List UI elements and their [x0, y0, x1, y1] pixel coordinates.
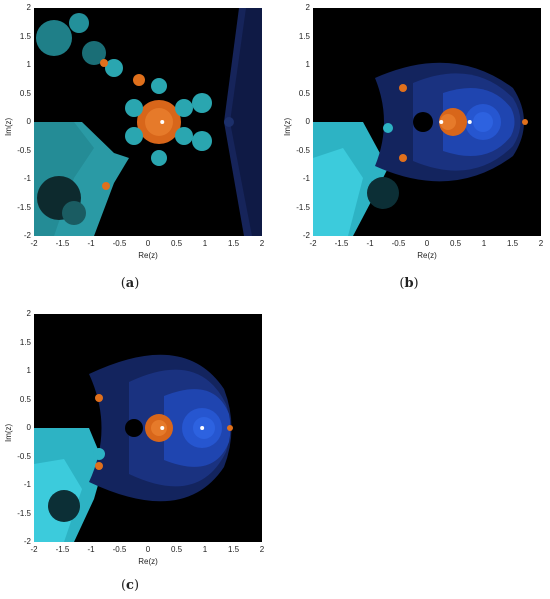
root-marker — [439, 120, 444, 124]
x-tick-label: 2 — [538, 239, 544, 248]
x-tick-label: 1.5 — [227, 239, 240, 248]
x-tick-label: 0 — [145, 545, 151, 554]
y-tick-label: 2 — [26, 3, 31, 12]
root-marker — [467, 120, 472, 124]
y-tick-label: -1 — [23, 174, 31, 183]
y-tick-label: 2 — [26, 309, 31, 318]
x-tick-label: 0.5 — [170, 545, 183, 554]
basin-plot-a — [34, 8, 262, 236]
basin-image-c — [34, 314, 262, 542]
x-tick-label: 0.5 — [170, 239, 183, 248]
x-axis-label-c: Re(z) — [138, 557, 158, 566]
x-tick-label: -0.5 — [112, 239, 127, 248]
y-tick-label: -0.5 — [17, 145, 31, 155]
y-tick-label: 0 — [305, 117, 310, 126]
y-tick-label: 1 — [305, 60, 310, 69]
caption-c: (c) — [120, 578, 140, 593]
y-tick-label: 0.5 — [19, 394, 31, 404]
panel-b: Im(z) Re(z) (b) 2 1.5 1 0.5 0 -0.5 -1 -1.5 -2 -2 -… — [275, 0, 550, 300]
y-axis-label-c: Im(z) — [4, 423, 13, 442]
y-tick-label: -1.5 — [17, 202, 31, 212]
y-tick-label: 0.5 — [19, 88, 31, 98]
y-tick-label: 1.5 — [19, 337, 31, 347]
root-marker — [160, 120, 165, 124]
x-tick-label: -2 — [309, 239, 317, 248]
x-tick-label: 2 — [259, 239, 265, 248]
x-tick-label: 1.5 — [227, 545, 240, 554]
caption-b: (b) — [399, 276, 419, 291]
panel-a: Im(z) Re(z) (a) 2 1.5 1 0.5 0 -0.5 -1 -1.5 -2 -2 -… — [0, 0, 275, 300]
y-tick-label: 1 — [26, 366, 31, 375]
x-tick-label: 2 — [259, 545, 265, 554]
x-tick-label: -1 — [87, 239, 95, 248]
root-marker — [160, 426, 165, 430]
y-tick-label: 0 — [26, 423, 31, 432]
y-tick-label: 1 — [26, 60, 31, 69]
y-tick-label: -2 — [23, 231, 31, 240]
y-tick-label: 1.5 — [19, 31, 31, 41]
x-tick-label: -1.5 — [55, 545, 70, 554]
y-tick-label: -0.5 — [296, 145, 310, 155]
panel-c: Im(z) Re(z) (c) 2 1.5 1 0.5 0 -0.5 -1 -1.5 -2 -2 -… — [0, 300, 275, 599]
y-tick-label: 1.5 — [298, 31, 310, 41]
y-tick-label: -1.5 — [296, 202, 310, 212]
x-tick-label: -2 — [30, 239, 38, 248]
y-tick-label: 0.5 — [298, 88, 310, 98]
y-tick-label: -2 — [23, 537, 31, 546]
y-tick-label: 0 — [26, 117, 31, 126]
basin-image-a — [34, 8, 262, 236]
x-tick-label: 1 — [481, 239, 487, 248]
x-tick-label: -1.5 — [55, 239, 70, 248]
x-tick-label: 0 — [424, 239, 430, 248]
basin-plot-b — [313, 8, 541, 236]
y-tick-label: -1 — [302, 174, 310, 183]
y-tick-label: -0.5 — [17, 451, 31, 461]
x-tick-label: 1 — [202, 239, 208, 248]
x-tick-label: 0 — [145, 239, 151, 248]
x-tick-label: -0.5 — [112, 545, 127, 554]
x-axis-label-a: Re(z) — [138, 251, 158, 260]
x-tick-label: -0.5 — [391, 239, 406, 248]
y-tick-label: -2 — [302, 231, 310, 240]
basin-plot-c — [34, 314, 262, 542]
caption-a: (a) — [120, 276, 140, 291]
y-tick-label: -1 — [23, 480, 31, 489]
x-axis-label-b: Re(z) — [417, 251, 437, 260]
x-tick-label: -1.5 — [334, 239, 349, 248]
root-marker — [200, 426, 205, 430]
y-axis-label-b: Im(z) — [283, 117, 292, 136]
x-tick-label: -1 — [366, 239, 374, 248]
x-tick-label: 1 — [202, 545, 208, 554]
y-tick-label: -1.5 — [17, 508, 31, 518]
y-tick-label: 2 — [305, 3, 310, 12]
basin-image-b — [313, 8, 541, 236]
y-axis-label-a: Im(z) — [4, 117, 13, 136]
x-tick-label: 1.5 — [506, 239, 519, 248]
x-tick-label: -2 — [30, 545, 38, 554]
x-tick-label: -1 — [87, 545, 95, 554]
x-tick-label: 0.5 — [449, 239, 462, 248]
